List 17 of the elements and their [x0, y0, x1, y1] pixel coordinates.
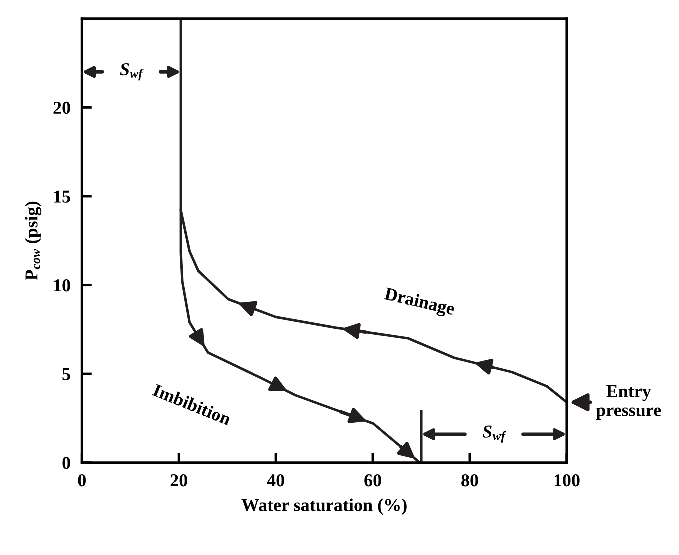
x-tick-label: 100: [554, 474, 580, 487]
annotation: S$_{wf}$: [120, 63, 144, 81]
x-tick-label: 0: [78, 474, 86, 487]
annotation: S$_{wf}$: [482, 426, 506, 443]
y-tick-label: 0: [62, 457, 70, 470]
annotation: Drainage: [383, 287, 456, 319]
y-axis-title: P$_{cow}$ (psig): [25, 202, 42, 280]
x-tick-label: 20: [170, 474, 188, 487]
x-axis-title: Water saturation (%): [242, 498, 407, 516]
x-tick-label: 40: [267, 474, 284, 487]
x-tick-label: 60: [364, 474, 382, 487]
y-tick-label: 10: [54, 280, 70, 292]
y-tick-label: 15: [54, 190, 70, 203]
x-tick-label: 80: [462, 474, 478, 487]
y-tick-label: 20: [54, 102, 70, 114]
y-tick-label: 5: [62, 368, 70, 381]
annotation: Entry pressure: [596, 386, 662, 420]
